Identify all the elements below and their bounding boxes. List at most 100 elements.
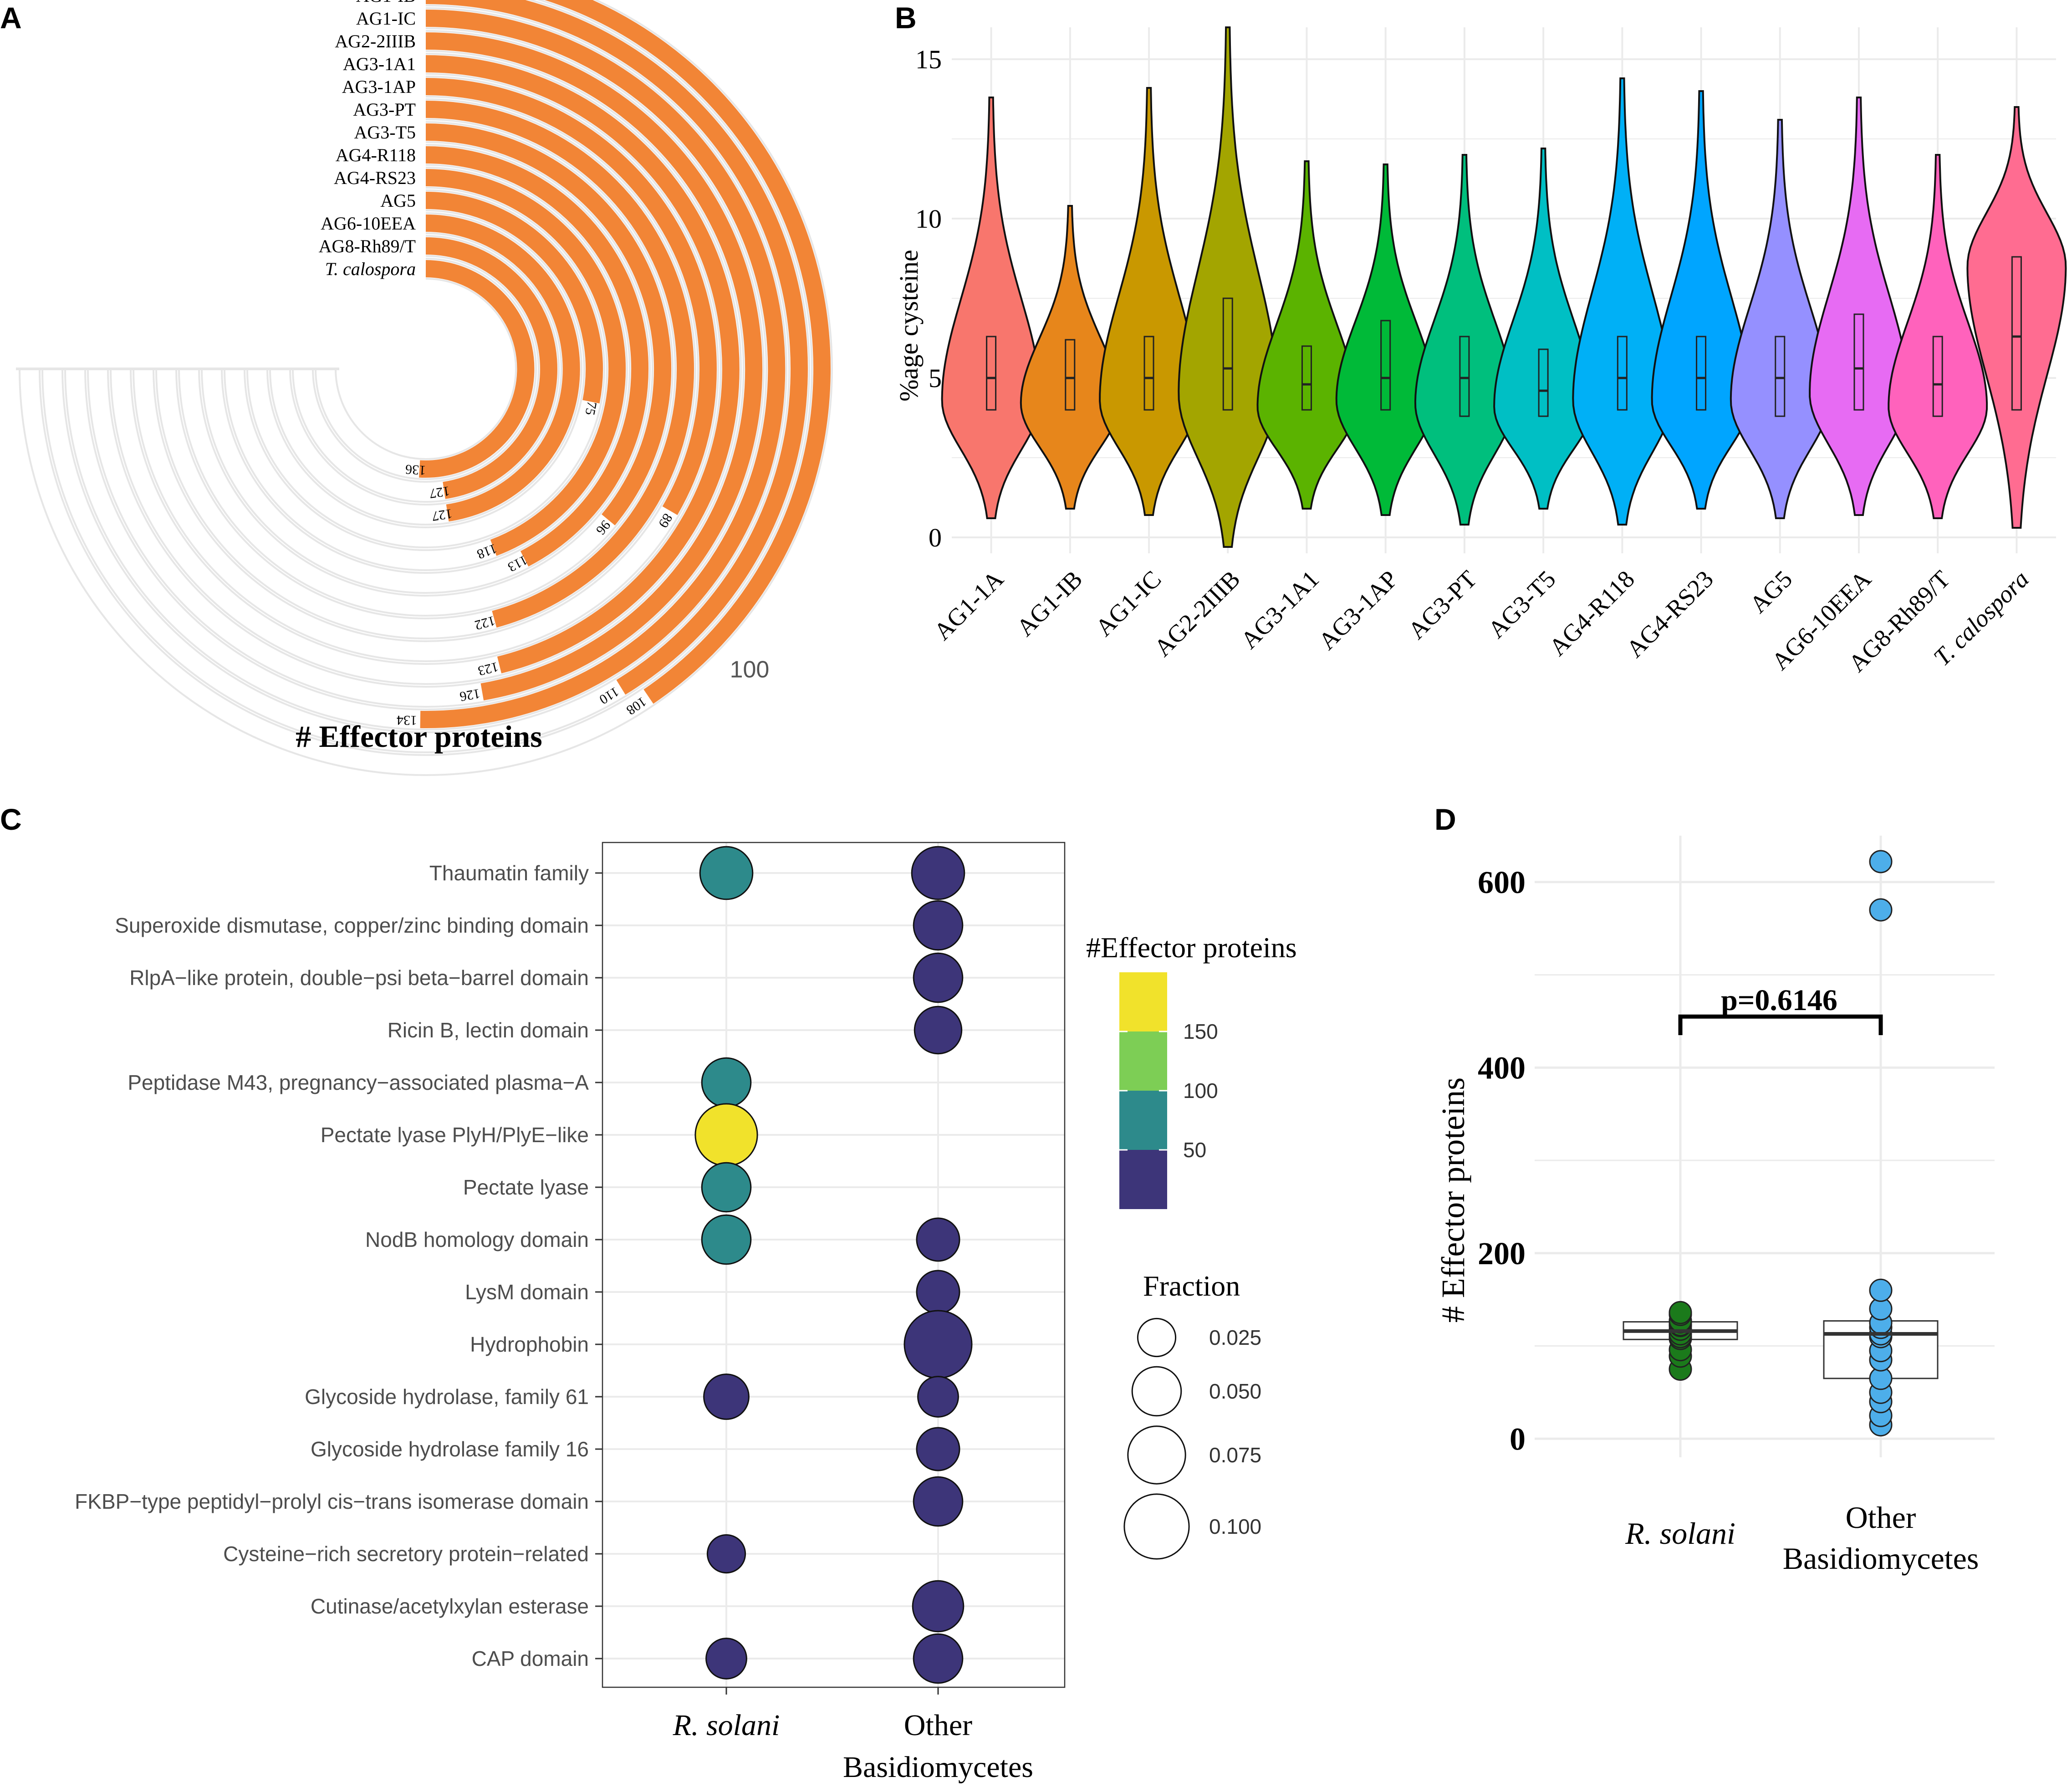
radial-label-ag8-rh89-t: AG8-Rh89/T [319, 236, 416, 256]
violin-ag4-rs23 [1651, 90, 1751, 510]
category-label-glycoside-hydrolase-family-16: Glycoside hydrolase family 16 [311, 1437, 589, 1461]
box-plot-y-ticks: 0 200 400 600 [1478, 865, 1526, 1457]
dot-fkbp-type-peptidyl-prolyl-cis-trans-isomerase-domain-other-basidiomycetes [913, 1476, 964, 1527]
violin-y-axis-title: %age cysteine [894, 250, 924, 401]
category-label-pectate-lyase: Pectate lyase [463, 1175, 589, 1199]
x-tick-label-ag4-rs23: AG4-RS23 [1621, 565, 1719, 663]
bar-ag1-ia [544, 0, 831, 704]
group-label-line-2: Basidiomycetes [843, 1751, 1033, 1784]
violin-box-ag1-ib [1065, 339, 1076, 411]
violin-ag1-1a [941, 97, 1041, 519]
panel-label-d: D [1434, 802, 1456, 836]
radial-label-ag3-1a1: AG3-1A1 [343, 54, 416, 74]
violin-x-ticks: AG1-1A AG1-IB AG1-ICAG2-2IIIBAG3-1A1AG3-1A… [929, 565, 2034, 677]
box-x-label-line-1: Other [1846, 1500, 1916, 1535]
x-tick-label-ag3-t5: AG3-T5 [1483, 565, 1561, 643]
x-tick-label-ag2-2iiib: AG2-2IIIB [1149, 565, 1245, 662]
violin-box-ag6-10eea [1853, 313, 1864, 411]
dot-thaumatin-family-other-basidiomycetes [911, 846, 965, 900]
violin-t-calospora [1966, 106, 2067, 529]
box-x-label-line-2: Basidiomycetes [1783, 1541, 1979, 1576]
x-tick-label-ag3-1a1: AG3-1A1 [1235, 565, 1324, 654]
bar-ag3-pt [425, 101, 694, 628]
significance-bracket [1678, 1014, 1883, 1036]
violin-ag5 [1730, 119, 1830, 519]
dot-glycoside-hydrolase-family-61-other-basidiomycetes [917, 1376, 959, 1418]
radial-value-ag2-2iiib: 126 [459, 686, 481, 704]
radial-value-t-calospora: 136 [405, 462, 426, 478]
panel-c-dot-plot: Thaumatin family Superoxide dismutase, co… [75, 842, 1297, 1784]
violin-box-ag4-r118 [1617, 336, 1628, 411]
radial-value-ag5: 75 [582, 400, 599, 417]
dot-cap-domain-r-solani [705, 1638, 747, 1680]
panel-a-radial-bar-chart: AG1-IAAG1-IBAG1-ICAG2-2IIIBAG3-1A1AG3-1A… [0, 0, 833, 776]
dot-rlpa-like-protein-double-psi-beta-barrel-domain-other-basidiomycetes [913, 952, 964, 1003]
bar-ag4-rs23 [425, 169, 626, 556]
color-legend-swatch [1119, 1031, 1167, 1091]
size-legend-label: 0.100 [1209, 1515, 1261, 1538]
dot-plot-frame [602, 842, 1066, 1688]
violin-box-ag3-1a1 [1301, 345, 1312, 411]
radial-scale-label-100: 100 [730, 657, 770, 683]
box-point-r-solani [1669, 1301, 1692, 1324]
category-label-rlpa-like-protein-double-psi-beta-barrel-domain: RlpA−like protein, double−psi beta−barre… [129, 966, 589, 990]
box-plot-y-axis-title: # Effector proteins [1435, 1077, 1471, 1323]
category-label-glycoside-hydrolase-family-61: Glycoside hydrolase, family 61 [305, 1385, 589, 1409]
bar-ag3-t5 [425, 123, 672, 526]
radial-label-ag4-rs23: AG4-RS23 [334, 168, 416, 188]
dot-pectate-lyase-r-solani [701, 1162, 752, 1213]
dot-ricin-b-lectin-domain-other-basidiomycetes [914, 1006, 963, 1055]
y-tick-label: 0 [929, 523, 942, 552]
group-label-other-basidiomycetes: Other Basidiomycetes [843, 1709, 1033, 1784]
dot-plot-grid [595, 842, 1065, 1695]
size-legend-label: 0.025 [1209, 1326, 1261, 1349]
category-label-hydrophobin: Hydrophobin [470, 1333, 589, 1356]
y-tick-label: 5 [929, 363, 942, 393]
violin-box-ag1-1a [986, 336, 997, 411]
violin-box-ag3-pt [1459, 336, 1470, 417]
category-label-ricin-b-lectin-domain: Ricin B, lectin domain [388, 1018, 589, 1042]
size-legend-label: 0.075 [1209, 1443, 1261, 1467]
size-legend-circle [1123, 1493, 1190, 1560]
bar-ag3-1ap [425, 78, 717, 515]
violin-ag1-ic [1099, 87, 1199, 516]
radial-value-ag1-ic: 134 [397, 713, 418, 728]
dot-plot-points [694, 846, 973, 1684]
p-value-annotation: p=0.6146 [1721, 984, 1837, 1017]
dot-cysteine-rich-secretory-protein-related-r-solani [706, 1534, 746, 1574]
panel-label-c: C [0, 802, 22, 836]
category-label-cap-domain: CAP domain [472, 1647, 589, 1670]
radial-label-ag1-ib: AG1-IB [356, 0, 416, 6]
x-tick-label-ag5: AG5 [1745, 565, 1798, 618]
box-x-label-r-solani: R. solani [1625, 1516, 1735, 1551]
violin-ag2-2iiib [1178, 26, 1278, 548]
radial-label-ag1-ic: AG1-IC [356, 8, 416, 29]
x-tick-label-ag3-pt: AG3-PT [1403, 565, 1482, 644]
x-tick-label-ag3-1ap: AG3-1AP [1313, 565, 1403, 655]
box-y-tick-label: 600 [1478, 865, 1526, 900]
panel-label-a: A [0, 1, 22, 35]
dot-glycoside-hydrolase-family-16-other-basidiomycetes [916, 1427, 960, 1471]
bar-ag5 [425, 192, 603, 403]
color-legend-label: 50 [1183, 1138, 1206, 1162]
radial-value-ag6-10eea: 127 [431, 506, 453, 524]
color-legend-swatch [1119, 1150, 1167, 1209]
bar-ag1-ib [425, 0, 808, 695]
violin-box-t-calospora [2011, 256, 2022, 411]
violin-box-ag5 [1775, 336, 1786, 417]
dot-nodb-homology-domain-r-solani [701, 1214, 752, 1265]
box-point-other-basidiomycetes [1869, 898, 1893, 922]
size-legend-title: Fraction [1143, 1270, 1240, 1302]
violin-box-ag2-2iiib [1222, 297, 1233, 411]
dot-pectate-lyase-plyh-plye-like-r-solani [694, 1103, 758, 1167]
bar-ag8-rh89-t [425, 237, 557, 499]
radial-label-t-calospora: T. calospora [325, 259, 416, 279]
radial-label-ag4-r118: AG4-R118 [336, 145, 416, 165]
bar-ag1-ic [420, 10, 786, 728]
dot-plot-category-labels: Thaumatin family Superoxide dismutase, co… [75, 861, 589, 1670]
category-label-pectate-lyase-plyh-plye-like: Pectate lyase PlyH/PlyE−like [321, 1123, 589, 1147]
bar-ag2-2iiib [425, 32, 763, 701]
dot-superoxide-dismutase-copper-zinc-binding-domain-other-basidiomycetes [913, 900, 964, 951]
